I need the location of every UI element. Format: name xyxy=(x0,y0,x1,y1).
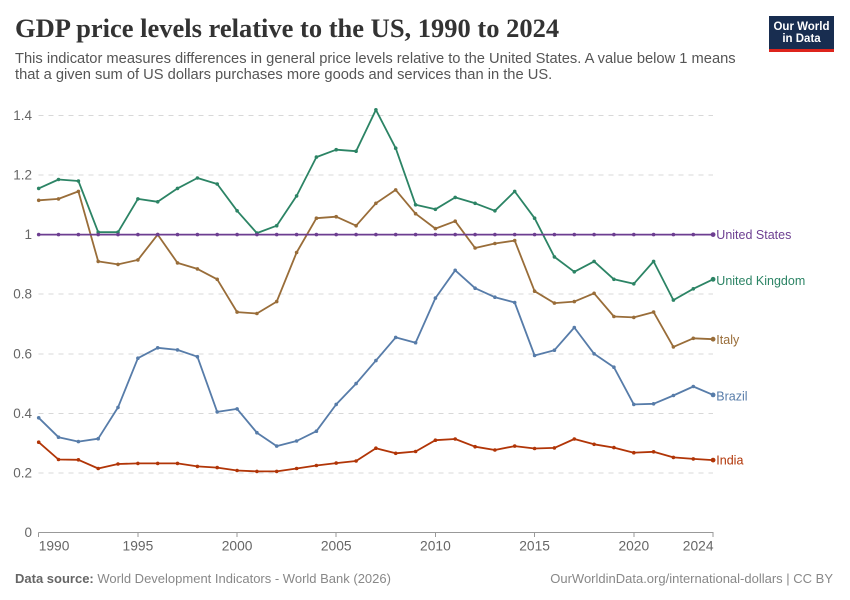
svg-text:2005: 2005 xyxy=(321,539,352,554)
svg-text:1: 1 xyxy=(24,227,32,242)
svg-text:0.4: 0.4 xyxy=(13,406,32,421)
svg-text:0.8: 0.8 xyxy=(13,287,32,302)
svg-text:2000: 2000 xyxy=(222,539,253,554)
svg-text:United Kingdom: United Kingdom xyxy=(716,274,805,288)
svg-text:0.2: 0.2 xyxy=(13,465,32,480)
svg-text:1.2: 1.2 xyxy=(13,168,32,183)
svg-text:2024: 2024 xyxy=(683,539,714,554)
svg-text:1.4: 1.4 xyxy=(13,108,32,123)
svg-text:Brazil: Brazil xyxy=(716,390,747,404)
svg-text:0: 0 xyxy=(24,525,32,540)
svg-text:2020: 2020 xyxy=(618,539,649,554)
svg-text:0.6: 0.6 xyxy=(13,346,32,361)
svg-text:1990: 1990 xyxy=(39,539,70,554)
svg-text:Italy: Italy xyxy=(716,333,740,347)
svg-text:India: India xyxy=(716,453,743,467)
svg-text:United States: United States xyxy=(716,228,791,242)
svg-text:1995: 1995 xyxy=(123,539,154,554)
svg-text:2010: 2010 xyxy=(420,539,451,554)
svg-text:2015: 2015 xyxy=(519,539,550,554)
